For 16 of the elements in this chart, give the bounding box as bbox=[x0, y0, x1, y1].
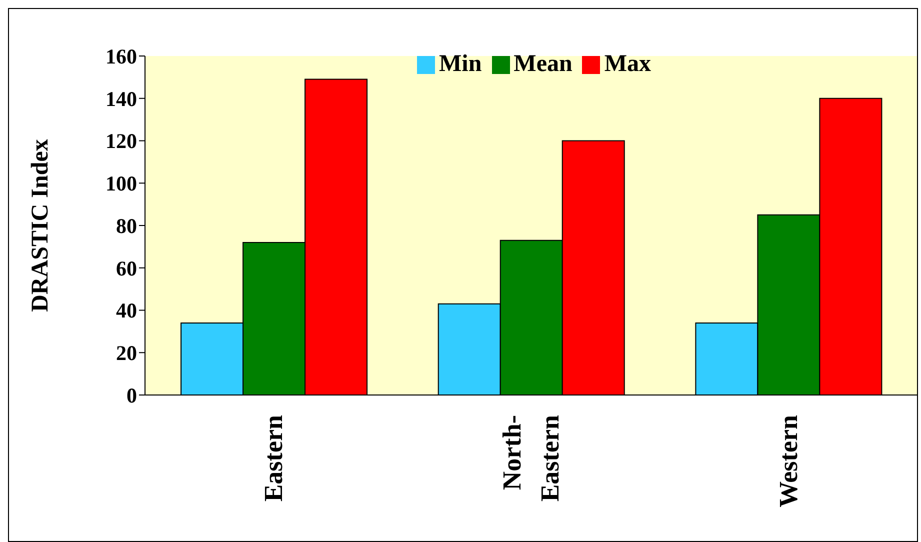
y-tick-label: 0 bbox=[126, 383, 137, 408]
y-tick-label: 160 bbox=[106, 44, 137, 68]
y-tick-label: 100 bbox=[106, 172, 137, 196]
y-tick-label: 60 bbox=[116, 256, 137, 280]
y-tick-label: 40 bbox=[116, 298, 137, 323]
y-tick-label: 20 bbox=[116, 341, 137, 366]
x-tick-label: Eastern bbox=[259, 414, 288, 502]
legend-label: Mean bbox=[514, 51, 572, 77]
y-tick-label: 80 bbox=[116, 214, 137, 238]
y-axis-title: DRASTIC Index bbox=[28, 139, 54, 312]
legend-label: Max bbox=[604, 51, 651, 77]
x-tick-label: Western bbox=[774, 414, 803, 508]
y-tick-label: 120 bbox=[106, 129, 137, 154]
legend-label: Min bbox=[439, 51, 482, 77]
x-tick-label: North-Eastern bbox=[498, 414, 564, 502]
y-tick-label: 140 bbox=[106, 86, 137, 111]
